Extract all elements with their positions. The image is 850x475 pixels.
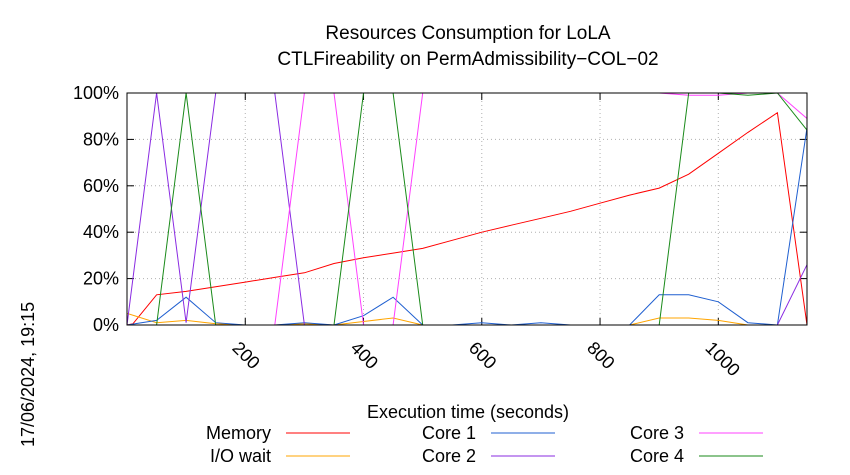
y-tick-label: 60% xyxy=(83,176,119,196)
y-tick-label: 80% xyxy=(83,129,119,149)
series-line-core-1 xyxy=(126,127,808,326)
legend-label-core-4: Core 4 xyxy=(630,446,684,466)
timestamp-label: 17/06/2024, 19:15 xyxy=(18,302,38,447)
legend-label-memory: Memory xyxy=(206,423,271,443)
x-tick-label: 1000 xyxy=(701,338,743,380)
x-tick-label: 200 xyxy=(228,338,263,373)
y-tick-label: 40% xyxy=(83,222,119,242)
legend-label-core-1: Core 1 xyxy=(422,423,476,443)
series-line-core-3 xyxy=(127,92,808,326)
chart-subtitle: CTLFireability on PermAdmissibility−COL−… xyxy=(277,49,658,70)
series-line-memory xyxy=(126,111,808,326)
x-tick-label: 600 xyxy=(465,338,500,373)
x-tick-label: 800 xyxy=(583,338,618,373)
legend-label-core-3: Core 3 xyxy=(630,423,684,443)
y-tick-label: 20% xyxy=(83,269,119,289)
x-tick-label: 400 xyxy=(347,338,382,373)
legend: Memory I/O wait Core 1 Core 2 Core 3 Core 4 xyxy=(206,423,763,466)
grid-lines xyxy=(127,93,807,325)
plot-frame xyxy=(126,92,808,326)
series-line-core-4 xyxy=(127,92,808,326)
y-tick-label: 100% xyxy=(73,83,119,103)
series-lines xyxy=(126,92,808,326)
series-line-core-2 xyxy=(126,92,808,326)
legend-label-i-o-wait: I/O wait xyxy=(210,446,271,466)
y-tick-label: 0% xyxy=(93,315,119,335)
x-axis-ticks: 200 400 600 800 1000 xyxy=(228,93,744,380)
legend-label-core-2: Core 2 xyxy=(422,446,476,466)
x-axis-label: Execution time (seconds) xyxy=(367,402,569,422)
chart-title: Resources Consumption for LoLA xyxy=(325,23,610,44)
